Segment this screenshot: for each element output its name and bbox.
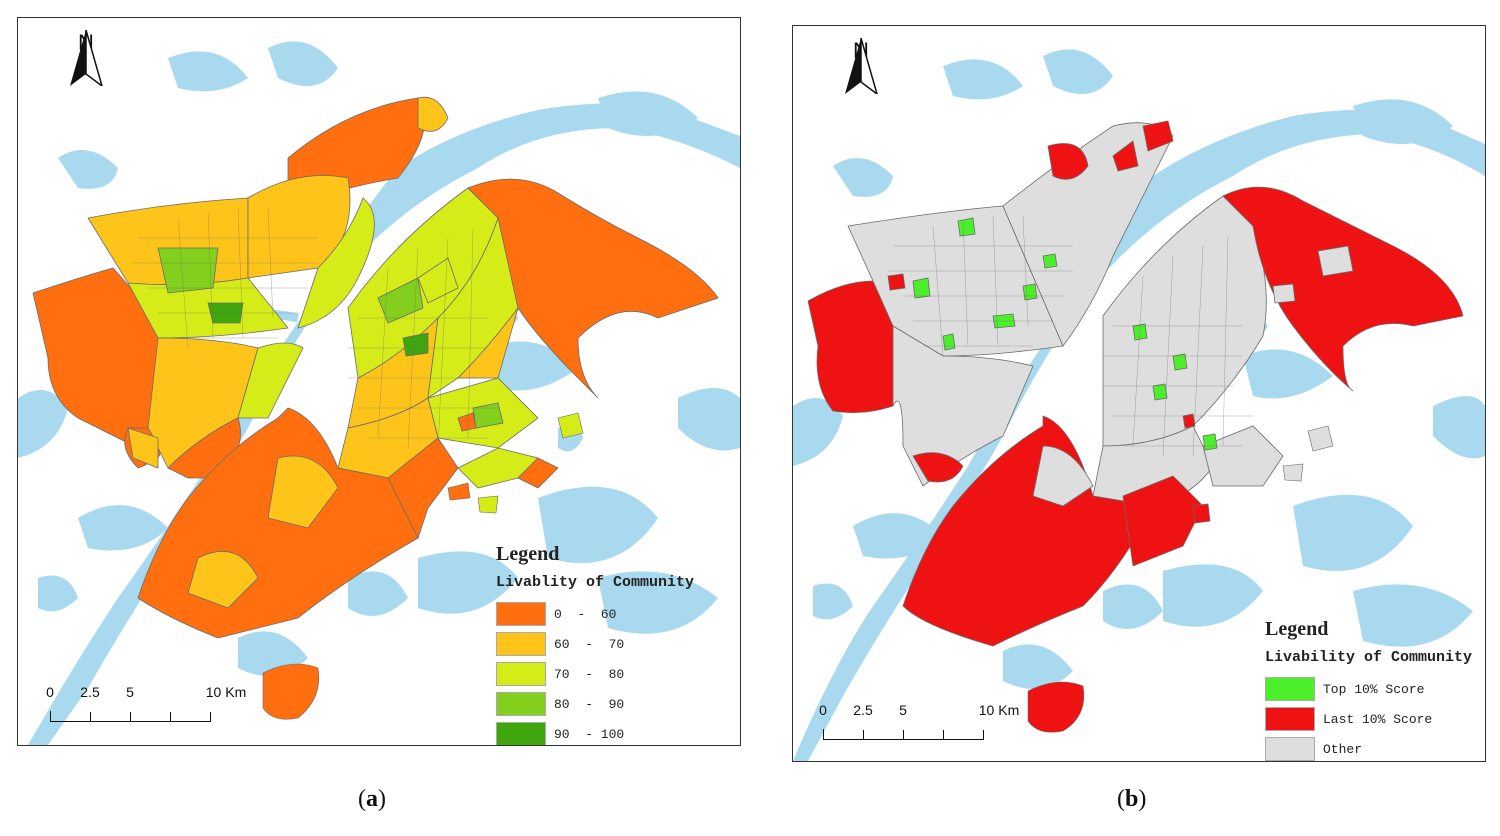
scale-tick <box>210 712 211 722</box>
legend-item: 90 - 100 <box>496 719 694 745</box>
map-canvas-b <box>793 49 1485 761</box>
community-boundaries <box>133 207 498 449</box>
water-bodies <box>793 49 1485 689</box>
caption-letter: a <box>366 786 378 812</box>
north-arrow-b: N <box>843 38 879 94</box>
scale-bar-b: 0 2.5 5 10 Km <box>819 702 1019 740</box>
legend-b: Legend Livability of Community Top 10% S… <box>1265 618 1473 761</box>
legend-label: 70 - 80 <box>554 666 625 682</box>
legend-swatch <box>1265 707 1315 731</box>
legend-item: 0 - 60 <box>496 599 694 629</box>
district-east <box>902 186 1464 647</box>
legend-item: 80 - 90 <box>496 689 694 719</box>
legend-item: Other <box>1265 734 1472 761</box>
scale-label: 0 <box>819 702 827 718</box>
scale-tick <box>130 712 131 722</box>
legend-label: Other <box>1323 741 1363 757</box>
scale-label: 10 Km <box>205 684 247 700</box>
scale-label: 10 Km <box>978 702 1020 718</box>
scale-tick <box>983 730 984 740</box>
scale-tick <box>170 712 171 722</box>
scale-label: 5 <box>899 702 907 718</box>
legend-item: 60 - 70 <box>496 629 694 659</box>
legend-swatch <box>496 662 546 686</box>
legend-label: Top 10% Score <box>1323 681 1425 697</box>
map-panel-a: N Legend Livablity of Community 0 - 60 6… <box>17 17 741 746</box>
legend-item: Top 10% Score <box>1265 674 1472 704</box>
legend-label: 80 - 90 <box>554 696 625 712</box>
legend-item: 70 - 80 <box>496 659 694 689</box>
legend-item: Last 10% Score <box>1265 704 1472 734</box>
map-canvas-a <box>18 41 740 745</box>
scale-tick <box>903 730 904 740</box>
legend-label: Last 10% Score <box>1323 711 1433 727</box>
caption-a: (a) <box>358 786 386 812</box>
caption-b: (b) <box>1117 786 1147 812</box>
legend-title: Legend <box>496 543 560 565</box>
legend-swatch <box>496 602 546 626</box>
scale-label: 5 <box>126 684 134 700</box>
north-arrow-icon <box>70 30 103 86</box>
legend-label: 90 - 100 <box>554 726 625 742</box>
district-patches <box>1027 425 1334 733</box>
legend-swatch <box>496 722 546 745</box>
legend-title: Legend <box>1265 618 1329 640</box>
district-east <box>137 178 719 639</box>
north-arrow-a: N <box>68 30 104 86</box>
legend-subtitle: Livablity of Community <box>496 574 695 591</box>
caption-letter: b <box>1125 786 1139 812</box>
legend-swatch <box>1265 677 1315 701</box>
district-west <box>32 96 449 479</box>
legend-swatch <box>496 692 546 716</box>
scale-label: 2.5 <box>80 684 100 700</box>
map-panel-b: N Legend Livability of Community Top 10%… <box>792 25 1486 762</box>
legend-swatch <box>496 632 546 656</box>
scale-tick <box>943 730 944 740</box>
legend-label: 60 - 70 <box>554 636 625 652</box>
community-boundaries <box>888 215 1253 457</box>
legend-a: Legend Livablity of Community 0 - 60 60 … <box>496 543 695 745</box>
north-arrow-icon <box>845 38 878 94</box>
scale-label: 0 <box>46 684 54 700</box>
scale-tick <box>90 712 91 722</box>
scale-bar-a: 0 2.5 5 10 Km <box>46 684 246 722</box>
district-patches <box>262 412 584 720</box>
scale-tick <box>863 730 864 740</box>
legend-label: 0 - 60 <box>554 606 617 622</box>
legend-subtitle: Livability of Community <box>1265 649 1473 666</box>
legend-swatch <box>1265 737 1315 761</box>
scale-label: 2.5 <box>853 702 873 718</box>
